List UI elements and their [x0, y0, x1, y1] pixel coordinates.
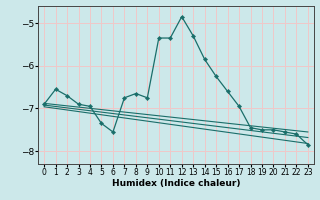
X-axis label: Humidex (Indice chaleur): Humidex (Indice chaleur) — [112, 179, 240, 188]
